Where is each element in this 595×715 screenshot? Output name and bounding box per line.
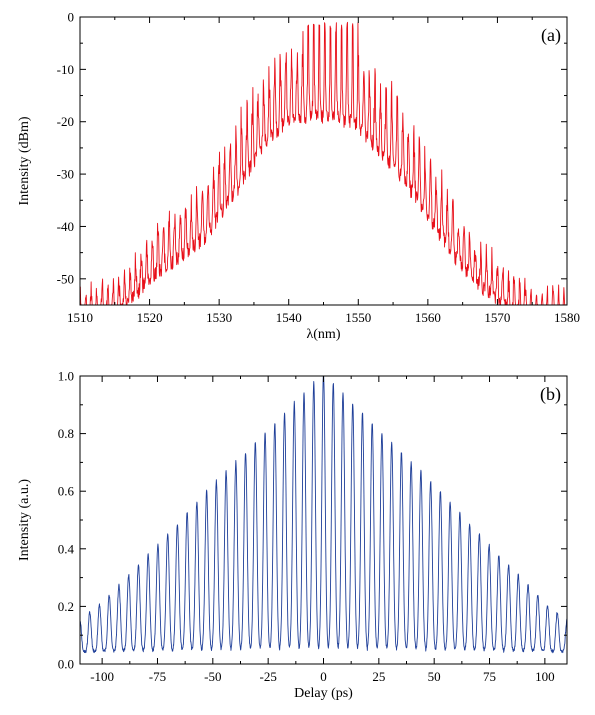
x-tick-label: 1540 — [276, 310, 302, 325]
x-tick-label: -100 — [90, 669, 114, 684]
x-tick-label: 1560 — [415, 310, 441, 325]
y-tick-label: 1.0 — [58, 369, 74, 384]
x-axis-title: λ(nm) — [306, 327, 340, 342]
x-tick-label: 1550 — [345, 310, 371, 325]
x-tick-label: 100 — [535, 669, 555, 684]
autocorrelation-trace — [79, 375, 568, 654]
x-tick-label: 25 — [372, 669, 385, 684]
spectrum-panel: 1510 1520 1530 1540 1550 1560 1570 1580 0 -10 -20 -… — [17, 10, 580, 343]
y-axis-title: Intensity (dBm) — [17, 116, 32, 205]
y-tick-label: 0.4 — [58, 541, 75, 556]
y-tick-label: 0 — [68, 10, 75, 25]
y-tick-label: -10 — [57, 62, 74, 77]
spectrum-trace — [79, 21, 568, 306]
x-tick-label: -50 — [204, 669, 221, 684]
panel-label: (a) — [541, 25, 561, 46]
x-tick-label: 0 — [320, 669, 327, 684]
x-tick-label: 50 — [428, 669, 441, 684]
x-tick-label: 1510 — [67, 310, 93, 325]
x-tick-label: 1580 — [554, 310, 580, 325]
x-axis-title: Delay (ps) — [294, 686, 353, 701]
x-tick-label: -25 — [259, 669, 276, 684]
y-tick-label: 0.8 — [58, 426, 74, 441]
x-tick-label: -75 — [149, 669, 166, 684]
y-axis-title: Intensity (a.u.) — [17, 479, 32, 561]
x-tick-label: 1530 — [206, 310, 232, 325]
axis-ticks: 1510 1520 1530 1540 1550 1560 1570 1580 0 -10 -20 -… — [57, 10, 580, 326]
y-tick-label: -50 — [57, 271, 74, 286]
y-tick-label: 0.6 — [58, 484, 75, 499]
x-tick-label: 75 — [483, 669, 496, 684]
y-tick-label: 0.0 — [58, 657, 74, 672]
axis-ticks: -100 -75 -50 -25 0 25 50 75 100 0.0 0.2 0.4 0.6 0.8 1.… — [58, 369, 567, 684]
panel-label: (b) — [540, 384, 561, 405]
y-tick-label: -40 — [57, 219, 74, 234]
y-tick-label: -20 — [57, 114, 74, 129]
x-tick-label: 1570 — [484, 310, 510, 325]
x-tick-label: 1520 — [137, 310, 163, 325]
y-tick-label: 0.2 — [58, 599, 74, 614]
plot-frame — [79, 375, 568, 665]
autocorrelation-panel: -100 -75 -50 -25 0 25 50 75 100 0.0 0.2 0.4 0.6 0.8 1.… — [17, 369, 568, 701]
y-tick-label: -30 — [57, 167, 74, 182]
